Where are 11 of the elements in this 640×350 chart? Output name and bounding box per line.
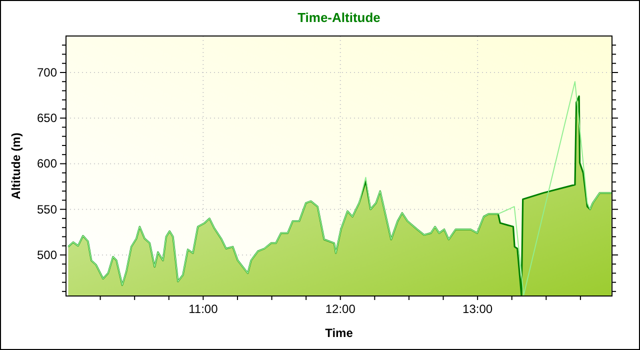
y-tick-label: 650	[36, 111, 58, 126]
y-tick-label: 550	[36, 202, 58, 216]
x-tick-label: 11:00	[188, 302, 218, 316]
chart-title: Time-Altitude	[298, 10, 380, 25]
y-tick-label: 700	[36, 65, 58, 80]
y-tick-label: 600	[36, 156, 58, 171]
y-tick-label: 500	[36, 248, 58, 262]
x-tick-label: 13:00	[462, 302, 493, 316]
y-axis-title: Altitude (m)	[9, 132, 23, 200]
x-axis-title: Time	[325, 326, 354, 340]
x-tick-label: 12:00	[325, 302, 356, 316]
